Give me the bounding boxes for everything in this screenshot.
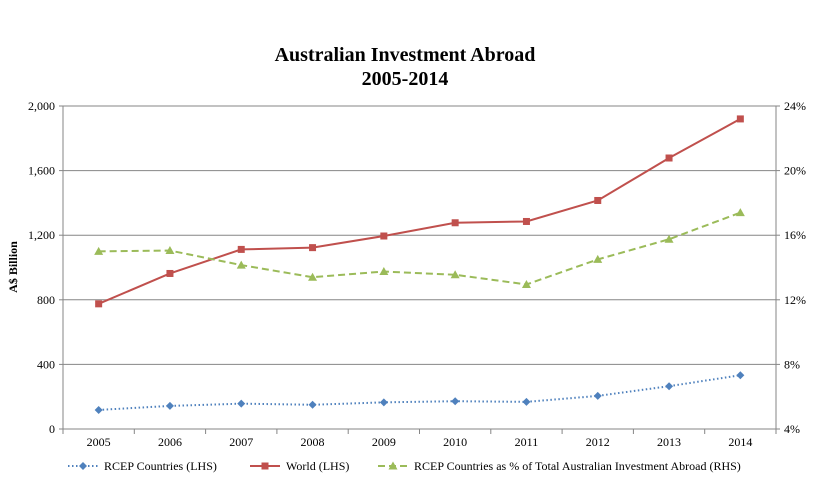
data-point	[521, 279, 531, 288]
series-line	[98, 118, 741, 305]
data-point	[380, 232, 388, 240]
x-axis-tick-label: 2012	[586, 435, 610, 449]
data-point	[664, 234, 674, 243]
data-point	[450, 270, 460, 279]
left-axis-ticks: 0 400 800 1,200 1,600 2,000	[28, 99, 55, 436]
x-axis-tick-label: 2007	[229, 435, 253, 449]
left-axis-tick-label: 1,600	[28, 164, 55, 178]
data-point	[451, 397, 460, 406]
x-axis-tick-label: 2010	[443, 435, 467, 449]
legend: RCEP Countries (LHS) World (LHS) RCEP Coun…	[68, 459, 741, 473]
axes	[59, 105, 780, 434]
data-point	[308, 272, 318, 281]
data-point	[79, 462, 87, 470]
data-point	[309, 244, 317, 252]
data-point	[594, 196, 602, 204]
data-point	[593, 391, 602, 400]
left-axis-tick-label: 800	[37, 293, 55, 307]
series-group	[94, 115, 745, 414]
data-point	[736, 371, 745, 380]
right-axis-tick-label: 16%	[784, 228, 806, 242]
chart-title-line-1: Australian Investment Abroad	[275, 44, 536, 66]
right-axis-tick-label: 20%	[784, 164, 806, 178]
data-point	[379, 398, 388, 407]
data-point	[735, 208, 745, 217]
x-axis-tick-label: 2014	[728, 435, 752, 449]
data-point	[236, 260, 246, 269]
data-point	[165, 246, 175, 255]
data-point	[94, 246, 104, 255]
x-axis-tick-label: 2011	[515, 435, 539, 449]
left-axis-tick-label: 2,000	[28, 99, 55, 113]
data-point	[522, 397, 531, 406]
data-point	[261, 462, 269, 470]
left-axis-tick-label: 400	[37, 357, 55, 371]
right-axis-ticks: 4% 8% 12% 16% 20% 24%	[784, 99, 806, 436]
y-axis-label: A$ Billion	[6, 241, 20, 293]
left-axis-tick-label: 1,200	[28, 228, 55, 242]
data-point	[165, 401, 174, 410]
x-axis-tick-label: 2009	[372, 435, 396, 449]
data-point	[166, 269, 174, 277]
right-axis-tick-label: 24%	[784, 99, 806, 113]
left-axis-tick-label: 0	[49, 422, 55, 436]
legend-label: World (LHS)	[286, 459, 349, 473]
series-line	[98, 374, 741, 411]
data-point	[308, 400, 317, 409]
x-axis-tick-label: 2008	[301, 435, 325, 449]
data-point	[665, 154, 673, 162]
legend-label: RCEP Countries as % of Total Australian …	[414, 459, 741, 473]
series-line	[98, 211, 741, 286]
x-axis-tick-label: 2006	[158, 435, 182, 449]
data-point	[736, 115, 744, 123]
data-point	[379, 267, 389, 276]
data-point	[451, 219, 459, 227]
x-axis-ticks: 2005 2006 2007 2008 2009 2010 2011 2012 2013 2014	[87, 435, 753, 449]
chart-title-line-2: 2005-2014	[362, 68, 449, 90]
data-point	[237, 399, 246, 408]
x-axis-tick-label: 2013	[657, 435, 681, 449]
gridlines	[63, 105, 776, 365]
legend-label: RCEP Countries (LHS)	[104, 459, 217, 473]
right-axis-tick-label: 4%	[784, 422, 800, 436]
data-point	[388, 461, 398, 470]
data-point	[593, 254, 603, 263]
data-point	[237, 245, 245, 253]
right-axis-tick-label: 12%	[784, 293, 806, 307]
data-point	[665, 382, 674, 391]
x-axis-tick-label: 2005	[87, 435, 111, 449]
data-point	[94, 405, 103, 414]
right-axis-tick-label: 8%	[784, 357, 800, 371]
data-point	[522, 217, 530, 225]
data-point	[95, 300, 103, 308]
